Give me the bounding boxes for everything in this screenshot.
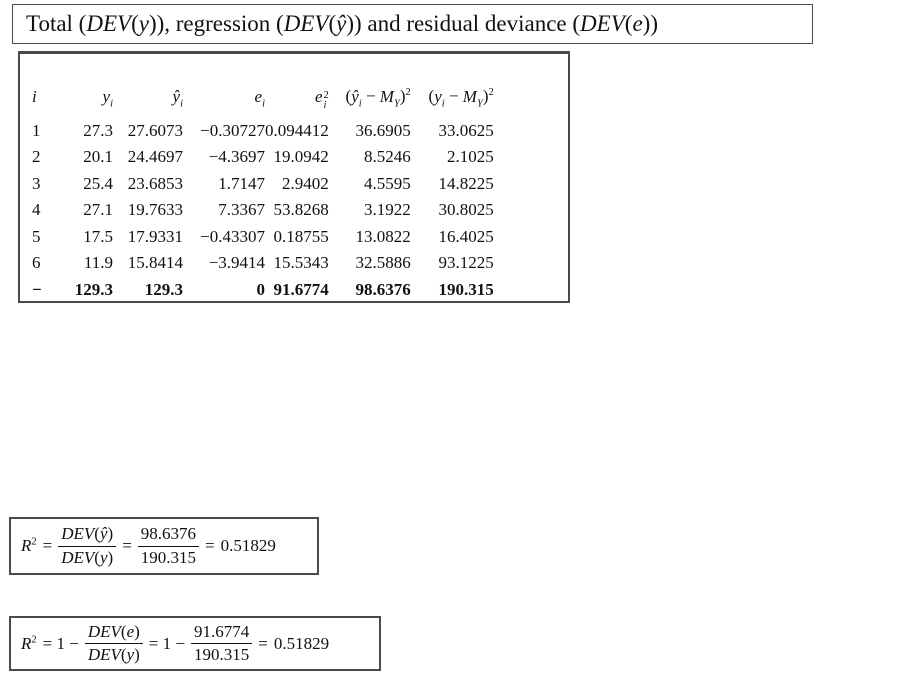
table-cell: 13.0822: [355, 226, 411, 246]
fraction-denominator: 190.315: [193, 645, 250, 664]
equals-operator: =: [205, 536, 215, 555]
symbolic-fraction: DEV(ŷ) DEV(y): [58, 524, 117, 567]
table-cell: 2.9402: [282, 173, 329, 193]
title-box: Total (DEV(y)), regression (DEV(ŷ)) and …: [12, 4, 813, 44]
table-cell: 23.6853: [127, 173, 183, 193]
table-cell: −4.3697: [208, 147, 265, 167]
table-cell: 15.5343: [273, 253, 329, 273]
slide-title: Total (DEV(y)), regression (DEV(ŷ)) and …: [26, 11, 658, 36]
equals-operator: =: [258, 633, 268, 653]
table-cell: 190.315: [438, 279, 494, 299]
fraction-numerator: DEV(ŷ): [58, 524, 117, 547]
equals-operator: =: [122, 536, 132, 555]
table-cell: 1.7147: [218, 173, 265, 193]
table-cell: 36.6905: [355, 120, 411, 140]
table-cell: 129.3: [144, 279, 183, 299]
table-cell: 3.1922: [364, 200, 411, 220]
table-cell: 32.5886: [355, 253, 411, 273]
table-cell: 25.4: [83, 173, 113, 193]
table-cell: 3: [32, 173, 41, 193]
r-squared-result: 0.51829: [220, 536, 276, 555]
fraction-numerator: DEV(e): [84, 622, 143, 644]
table-cell: 15.8414: [127, 253, 183, 273]
table-cell: 2: [32, 147, 41, 167]
col-header-total-deviance: (yi − MY)2: [428, 86, 494, 110]
table-cell: 16.4025: [438, 226, 494, 246]
fraction-denominator: 190.315: [140, 547, 197, 567]
table-cell: 0.094412: [265, 120, 329, 140]
col-header-y: yi: [102, 86, 113, 110]
table-cell: 53.8268: [273, 200, 329, 220]
table-cell: 6: [32, 253, 41, 273]
table-cell: 17.5: [83, 226, 113, 246]
fraction-denominator: DEV(y): [61, 547, 114, 567]
table-row: 1 27.3 27.6073 −0.30727 0.094412 36.6905 33.06…: [32, 118, 494, 145]
one-minus-operator: = 1 −: [42, 633, 79, 653]
r-squared-symbol: R2: [21, 633, 37, 653]
table-cell: 4.5595: [364, 173, 411, 193]
table-cell: 11.9: [83, 253, 113, 273]
table-cell: 30.8025: [438, 200, 494, 220]
table-cell: 0.18755: [273, 226, 329, 246]
table-cell: −3.9414: [208, 253, 265, 273]
table-cell: 20.1: [83, 147, 113, 167]
table-cell: 98.6376: [355, 279, 411, 299]
r-squared-result: 0.51829: [273, 633, 330, 653]
table-row: 2 20.1 24.4697 −4.3697 19.0942 8.5246 2.1025: [32, 144, 494, 171]
fraction-numerator: 91.6774: [190, 622, 253, 644]
table-total-row: − 129.3 129.3 0 91.6774 98.6376 190.315: [32, 277, 494, 304]
table-cell: 4: [32, 200, 41, 220]
fraction-numerator: 98.6376: [137, 524, 200, 547]
table-cell: 24.4697: [127, 147, 183, 167]
table-cell: 14.8225: [438, 173, 494, 193]
col-header-i: i: [32, 86, 37, 106]
table-row: 5 17.5 17.9331 −0.43307 0.18755 13.0822 16.402…: [32, 224, 494, 251]
r-squared-symbol: R2: [21, 536, 37, 555]
table-cell: 7.3367: [218, 200, 265, 220]
symbolic-fraction: DEV(e) DEV(y): [84, 622, 143, 665]
r-squared-ratio-formula-box: R2 = DEV(ŷ) DEV(y) = 98.6376 190.315 = 0…: [9, 517, 319, 575]
table-row: 6 11.9 15.8414 −3.9414 15.5343 32.5886 93.1225: [32, 250, 494, 277]
table-cell: 2.1025: [447, 147, 494, 167]
table-cell: −: [32, 279, 42, 299]
one-minus-operator: = 1 −: [148, 633, 185, 653]
table-cell: 33.0625: [438, 120, 494, 140]
table-cell: 17.9331: [127, 226, 183, 246]
table-cell: −0.30727: [200, 120, 265, 140]
table-cell: 27.3: [83, 120, 113, 140]
table-cell: 19.0942: [273, 147, 329, 167]
table-cell: −0.43307: [200, 226, 265, 246]
r-squared-complement-formula-box: R2 = 1 − DEV(e) DEV(y) = 1 − 91.6774 190…: [9, 616, 381, 671]
col-header-y-hat: ŷi: [172, 86, 183, 110]
table-cell: 8.5246: [364, 147, 411, 167]
col-header-e: ei: [254, 86, 265, 110]
table-cell: 5: [32, 226, 41, 246]
table-cell: 19.7633: [127, 200, 183, 220]
table-cell: 0: [256, 279, 266, 299]
table-cell: 1: [32, 120, 41, 140]
table-row: 4 27.1 19.7633 7.3367 53.8268 3.1922 30.8025: [32, 197, 494, 224]
col-header-regression-deviance: (ŷi − MY)2: [345, 86, 411, 110]
fraction-denominator: DEV(y): [87, 645, 140, 664]
table-body: 1 27.3 27.6073 −0.30727 0.094412 36.6905 33.06…: [32, 118, 494, 304]
numeric-fraction: 98.6376 190.315: [137, 524, 200, 567]
table-cell: 27.1: [83, 200, 113, 220]
numeric-fraction: 91.6774 190.315: [190, 622, 253, 665]
equals-operator: =: [42, 536, 53, 555]
table-row: 3 25.4 23.6853 1.7147 2.9402 4.5595 14.8225: [32, 171, 494, 198]
table-cell: 129.3: [74, 279, 113, 299]
table-cell: 91.6774: [273, 279, 329, 299]
table-cell: 27.6073: [127, 120, 183, 140]
table-cell: 93.1225: [438, 253, 494, 273]
